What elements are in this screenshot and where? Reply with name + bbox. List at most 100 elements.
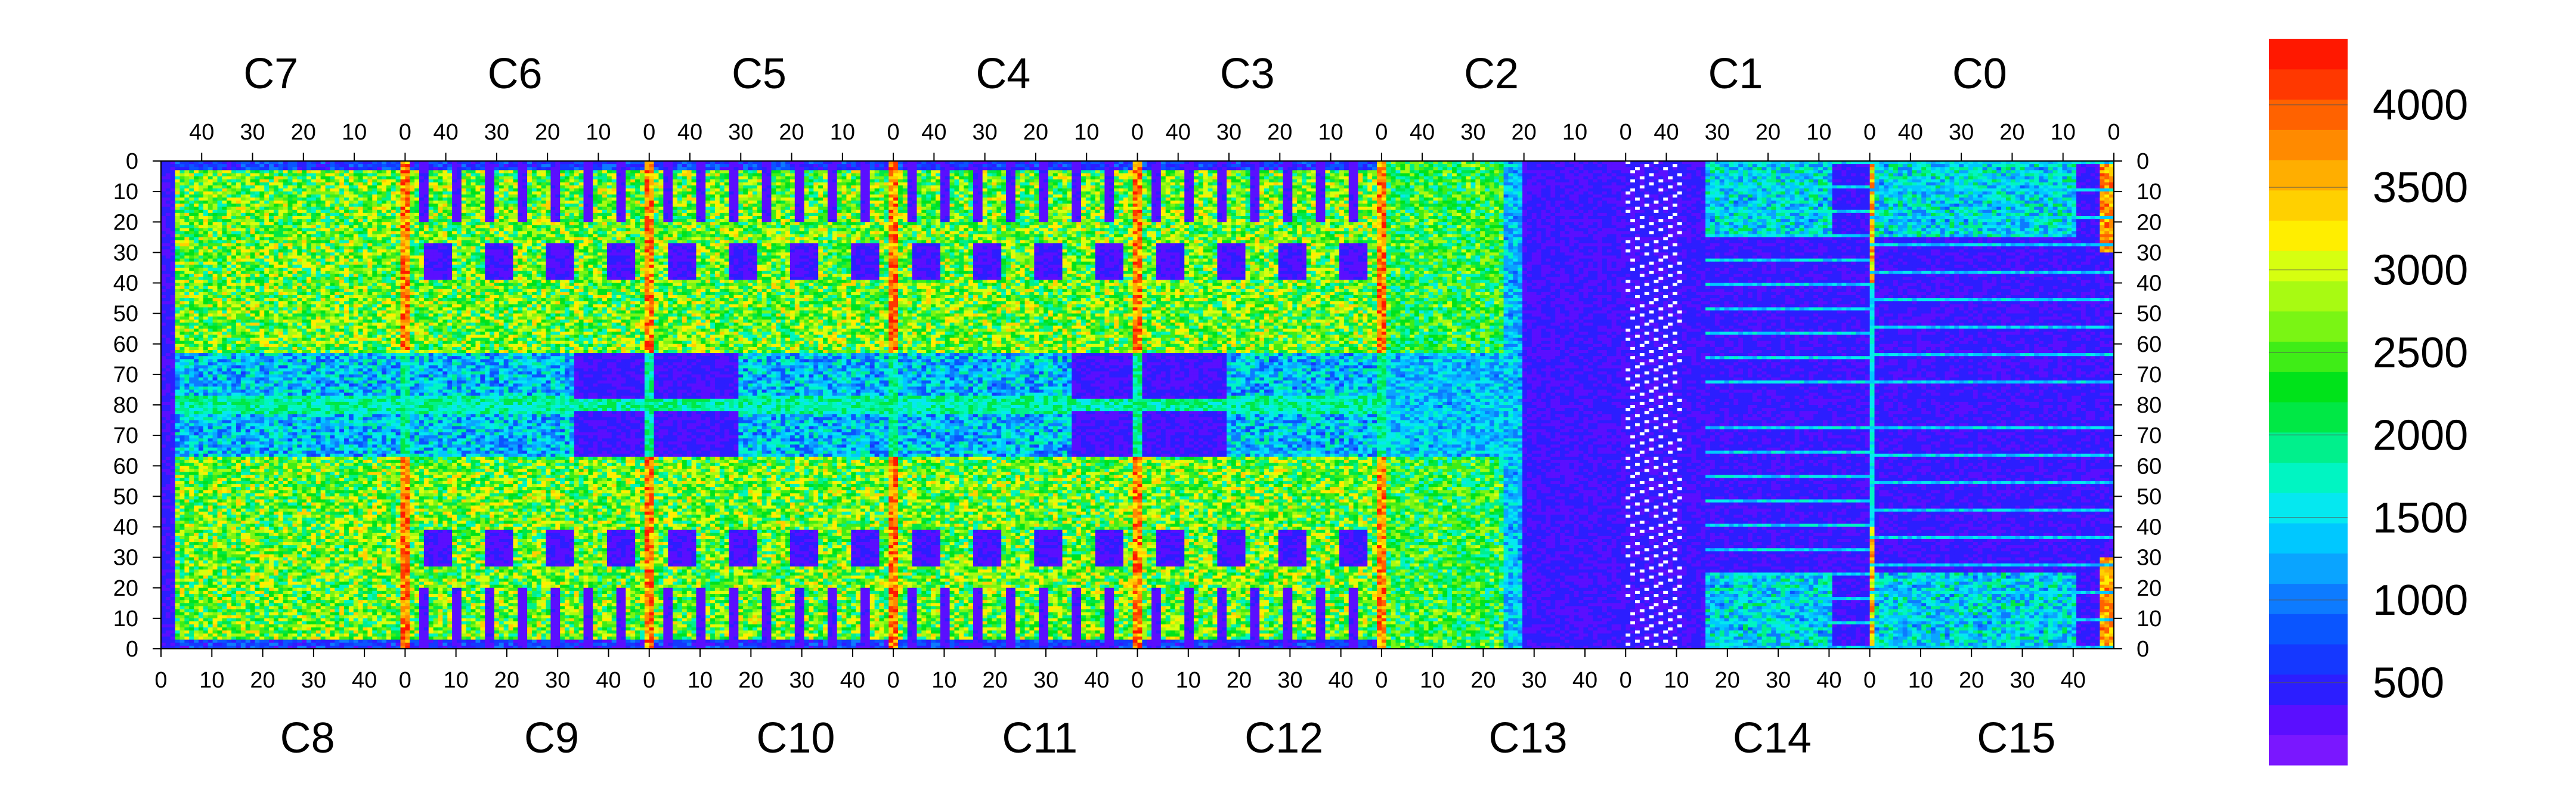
heatmap-cell (1926, 177, 1931, 180)
heatmap-cell (297, 164, 302, 168)
heatmap-cell (349, 170, 354, 174)
heatmap-cell (682, 177, 687, 180)
heatmap-cell (968, 179, 973, 183)
heatmap-cell (1034, 164, 1039, 168)
heatmap-cell (166, 173, 171, 177)
heatmap-cell (983, 179, 987, 183)
heatmap-cell (1386, 170, 1391, 174)
heatmap-cell (1104, 170, 1109, 174)
heatmap-cell (813, 173, 818, 177)
heatmap-cell (1574, 164, 1579, 168)
heatmap-cell (1804, 170, 1809, 174)
heatmap-cell (1306, 170, 1311, 174)
heatmap-cell (1039, 177, 1044, 180)
heatmap-cell (1494, 173, 1499, 177)
heatmap-cell (311, 170, 316, 174)
heatmap-cell (1555, 177, 1560, 180)
heatmap-cell (1044, 177, 1048, 180)
heatmap-cell (1231, 170, 1236, 174)
heatmap-cell (973, 167, 978, 171)
heatmap-cell (687, 177, 692, 180)
heatmap-cell (1119, 170, 1123, 174)
heatmap-cell (1522, 170, 1527, 174)
heatmap-cell (1147, 164, 1151, 168)
heatmap-cell (1846, 173, 1851, 177)
heatmap-cell (447, 170, 452, 174)
heatmap-cell (259, 179, 264, 183)
heatmap-cell (1081, 173, 1086, 177)
heatmap-cell (945, 177, 950, 180)
heatmap-cell (1095, 167, 1100, 171)
heatmap-cell (781, 164, 785, 168)
heatmap-cell (532, 173, 537, 177)
heatmap-cell (250, 164, 255, 168)
heatmap-cell (856, 167, 860, 171)
heatmap-cell (1255, 164, 1259, 168)
heatmap-cell (335, 179, 339, 183)
heatmap-cell (1039, 170, 1044, 174)
heatmap-cell (246, 170, 250, 174)
heatmap-cell (405, 173, 410, 177)
heatmap-cell (1391, 179, 1396, 183)
heatmap-cell (1602, 167, 1607, 171)
heatmap-cell (1945, 177, 1950, 180)
heatmap-cell (1593, 170, 1597, 174)
heatmap-cell (1617, 170, 1621, 174)
heatmap-cell (729, 167, 734, 171)
heatmap-cell (908, 173, 912, 177)
heatmap-cell (306, 167, 311, 171)
heatmap-cell (1292, 170, 1297, 174)
heatmap-cell (804, 177, 809, 180)
heatmap-cell (1419, 170, 1424, 174)
heatmap-cell (2076, 173, 2081, 177)
heatmap-cell (1776, 179, 1781, 183)
heatmap-cell (1762, 173, 1767, 177)
heatmap-cell (884, 167, 888, 171)
heatmap-cell (964, 164, 968, 168)
heatmap-cell (795, 164, 800, 168)
heatmap-cell (931, 167, 936, 171)
heatmap-cell (1785, 177, 1790, 180)
heatmap-cell (1560, 170, 1565, 174)
heatmap-cell (710, 167, 715, 171)
heatmap-cell (912, 164, 917, 168)
heatmap-cell (1001, 170, 1006, 174)
heatmap-cell (1996, 177, 2001, 180)
heatmap-cell (504, 177, 509, 180)
heatmap-cell (1067, 179, 1072, 183)
heatmap-cell (1687, 167, 1692, 171)
heatmap-cell (1480, 164, 1485, 168)
heatmap-cell (1813, 179, 1818, 183)
heatmap-cell (936, 170, 940, 174)
heatmap-cell (292, 164, 297, 168)
heatmap-cell (302, 167, 306, 171)
heatmap-cell (429, 170, 434, 174)
heatmap-cell (1316, 167, 1321, 171)
heatmap-cell (1011, 177, 1015, 180)
heatmap-cell (1978, 164, 1983, 168)
heatmap-cell (743, 164, 748, 168)
heatmap-cell (1438, 179, 1442, 183)
heatmap-cell (1701, 167, 1705, 171)
heatmap-cell (1414, 173, 1419, 177)
heatmap-cell (1287, 179, 1292, 183)
heatmap-cell (1447, 170, 1452, 174)
heatmap-cell (2006, 170, 2011, 174)
heatmap-cell (1490, 167, 1494, 171)
heatmap-cell (1733, 173, 1738, 177)
heatmap-cell (1429, 177, 1433, 180)
heatmap-cell (569, 173, 574, 177)
heatmap-cell (757, 177, 762, 180)
heatmap-cell (936, 164, 940, 168)
heatmap-cell (518, 179, 522, 183)
heatmap-cell (1513, 170, 1518, 174)
heatmap-cell (945, 167, 950, 171)
heatmap-cell (926, 177, 931, 180)
heatmap-cell (800, 179, 804, 183)
heatmap-cell (1156, 177, 1161, 180)
heatmap-cell (1490, 164, 1494, 168)
heatmap-cell (1419, 177, 1424, 180)
heatmap-cell (936, 179, 940, 183)
heatmap-cell (635, 167, 640, 171)
heatmap-cell (2001, 179, 2006, 183)
